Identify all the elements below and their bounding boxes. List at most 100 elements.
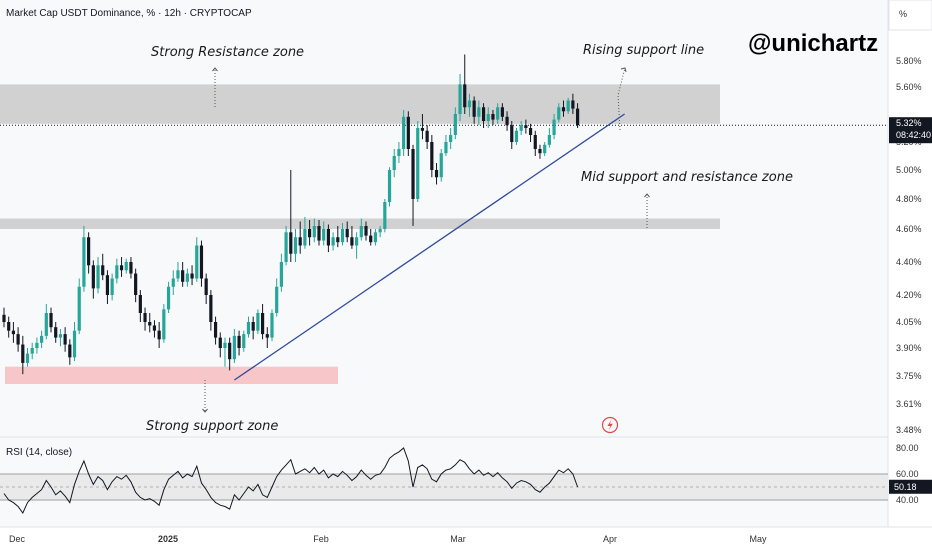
- candle-body: [561, 107, 566, 112]
- candle-body: [199, 245, 204, 279]
- candle-body: [134, 273, 138, 295]
- candle-body: [350, 237, 354, 246]
- candle-body: [472, 100, 476, 117]
- candle-body: [143, 313, 147, 322]
- candle-body: [481, 107, 486, 121]
- candle-body: [336, 237, 340, 243]
- candle-body: [110, 278, 114, 295]
- candle-body: [383, 202, 387, 229]
- candle-body: [557, 107, 561, 120]
- annotation-mid-zone: Mid support and resistance zone: [581, 170, 793, 185]
- candle-body: [519, 125, 523, 131]
- time-axis[interactable]: Dec 2025 Feb Mar Apr May: [9, 534, 767, 544]
- candle-body: [166, 286, 171, 310]
- candle-body: [35, 342, 39, 348]
- time-tick-label: Feb: [313, 534, 329, 544]
- candle-body: [387, 170, 392, 202]
- price-tick-label: 4.20%: [896, 290, 922, 300]
- candle-body: [44, 313, 48, 336]
- candle-body: [96, 265, 100, 289]
- candle-body: [25, 353, 30, 363]
- candle-body: [87, 237, 91, 266]
- candle-body: [260, 313, 265, 335]
- time-tick-label: Apr: [603, 534, 617, 544]
- candle-body: [322, 229, 326, 241]
- support-arrow-head: [202, 408, 208, 413]
- price-tick-label: 4.40%: [896, 257, 922, 267]
- candle-body: [500, 107, 504, 117]
- candle-body: [129, 262, 133, 274]
- rsi-tick-label: 40.00: [896, 495, 919, 505]
- candle-body: [486, 114, 490, 121]
- candle-body: [162, 309, 166, 340]
- candle-body: [7, 322, 11, 331]
- candle-body: [171, 278, 175, 287]
- chart-title: Market Cap USDT Dominance, % · 12h · CRY…: [6, 8, 252, 19]
- price-tick-label: 4.05%: [896, 317, 922, 327]
- candle-body: [181, 270, 185, 282]
- candle-body: [293, 237, 298, 254]
- candle-body: [467, 100, 472, 108]
- current-price-tag: [889, 117, 932, 144]
- candle-body: [21, 344, 25, 363]
- candle-body: [434, 170, 439, 178]
- current-price-value: 5.32%: [896, 118, 922, 128]
- candle-body: [49, 313, 53, 328]
- currency-box[interactable]: [888, 0, 932, 31]
- time-tick-label: Mar: [450, 534, 466, 544]
- strong-resistance-zone: [0, 84, 720, 124]
- rsi-title: RSI (14, close): [6, 447, 72, 458]
- candle-body: [54, 327, 58, 338]
- candle-body: [463, 84, 467, 108]
- lightning-icon[interactable]: [601, 416, 619, 434]
- candle-body: [340, 229, 345, 243]
- candle-body: [496, 107, 500, 120]
- candle-body: [543, 144, 547, 154]
- candle-body: [77, 286, 81, 331]
- price-tick-label: 3.75%: [896, 371, 922, 381]
- candle-body: [331, 237, 335, 246]
- candle-body: [524, 125, 528, 128]
- candle-body: [430, 142, 434, 170]
- annotation-strong-support: Strong support zone: [146, 419, 278, 434]
- candle-body: [547, 135, 551, 145]
- price-axis[interactable]: 5.80%5.60%5.20%5.00%4.80%4.60%4.40%4.20%…: [896, 56, 922, 435]
- plot-area-background: [0, 0, 888, 527]
- candle-body: [402, 116, 406, 149]
- candle-body: [246, 322, 251, 335]
- candle-body: [416, 128, 420, 199]
- price-tick-label: 5.80%: [896, 56, 922, 66]
- candle-body: [115, 265, 119, 279]
- rsi-axis[interactable]: 80.00 60.00 40.00: [896, 443, 919, 505]
- candle-body: [279, 262, 283, 287]
- candle-body: [270, 313, 274, 338]
- candle-body: [101, 265, 105, 276]
- candle-body: [40, 335, 44, 343]
- candle-body: [237, 335, 241, 348]
- candle-body: [242, 334, 246, 348]
- candle-body: [58, 334, 63, 338]
- rsi-tick-label: 80.00: [896, 443, 919, 453]
- candle-body: [204, 278, 208, 295]
- candle-body: [378, 229, 382, 233]
- candle-body: [373, 232, 378, 243]
- candle-body: [411, 149, 415, 199]
- rsi-line: [3, 447, 579, 514]
- candle-body: [571, 100, 575, 109]
- candle-body: [289, 232, 293, 254]
- candle-body: [284, 232, 288, 262]
- price-tick-label: 5.00%: [896, 165, 922, 175]
- candle-body: [157, 330, 161, 340]
- candle-body: [256, 313, 260, 331]
- candle-body: [566, 100, 570, 112]
- time-tick-label: May: [749, 534, 767, 544]
- rising-support-trendline[interactable]: [234, 113, 625, 381]
- candle-body: [444, 142, 448, 154]
- candle-body: [406, 116, 410, 149]
- candle-body: [152, 325, 157, 331]
- candle-body: [209, 295, 213, 322]
- candle-body: [148, 322, 152, 326]
- price-tick-label: 4.60%: [896, 224, 922, 234]
- candle-body: [510, 125, 514, 142]
- candle-body: [72, 330, 77, 358]
